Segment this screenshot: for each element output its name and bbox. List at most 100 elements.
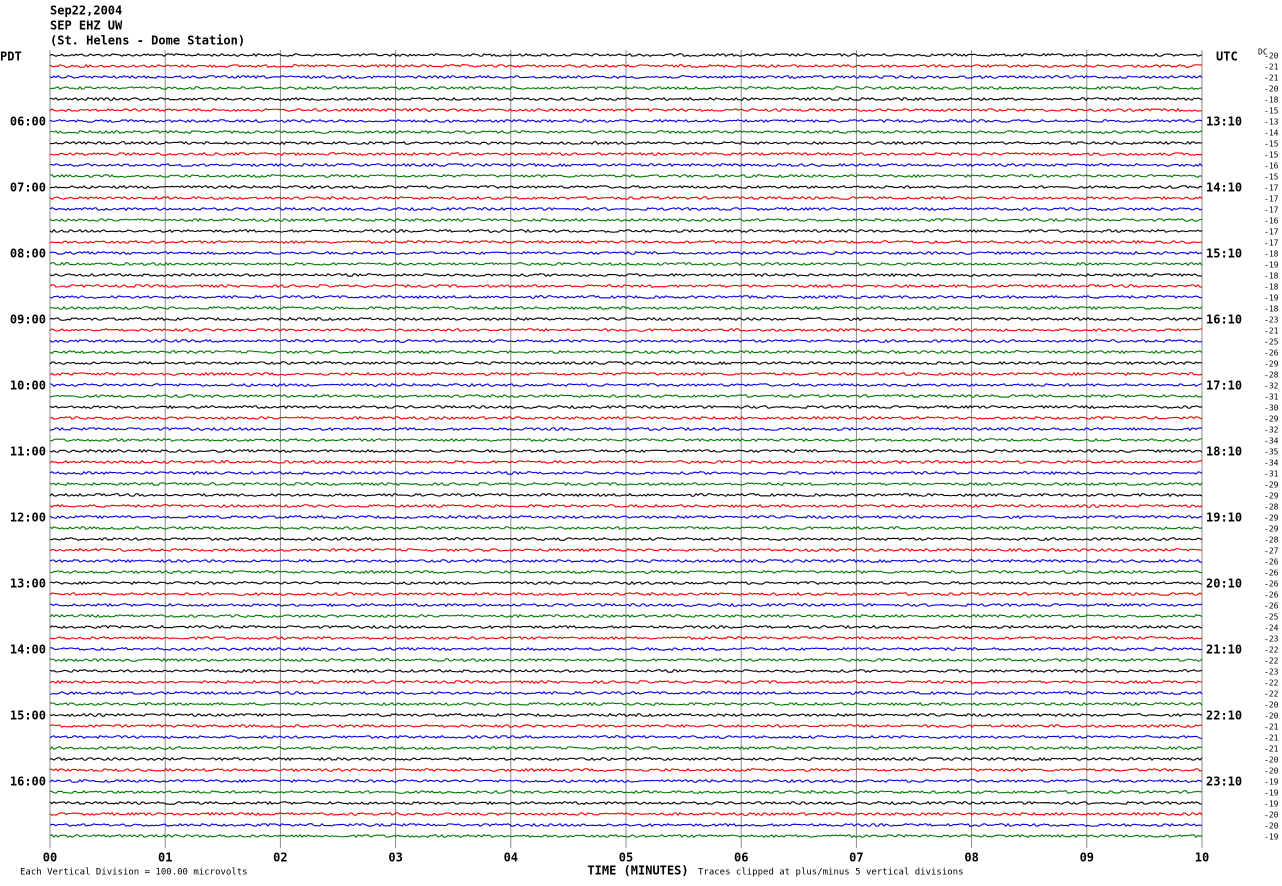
utc-time: 21:10 (1206, 643, 1242, 657)
utc-time: 18:10 (1206, 445, 1242, 459)
dc-offset: -13 (1264, 118, 1279, 127)
dc-offset: -31 (1264, 393, 1279, 402)
trace (49, 558, 1203, 564)
trace (49, 481, 1203, 487)
dc-offset: -26 (1264, 580, 1279, 589)
trace (49, 712, 1203, 718)
dc-offset: -21 (1264, 327, 1279, 336)
footer-right: Traces clipped at plus/minus 5 vertical … (698, 868, 964, 878)
trace (49, 349, 1203, 355)
trace (49, 668, 1203, 674)
trace (49, 635, 1203, 641)
trace (49, 184, 1203, 190)
dc-offset: -14 (1264, 129, 1279, 138)
dc-offset: -29 (1264, 492, 1279, 501)
dc-offset: -17 (1264, 239, 1279, 248)
dc-offset: -22 (1264, 679, 1279, 688)
dc-offset: -19 (1264, 294, 1279, 303)
trace (49, 151, 1203, 157)
trace (49, 723, 1203, 729)
utc-time: 15:10 (1206, 247, 1242, 261)
trace (49, 239, 1203, 245)
trace (49, 833, 1203, 839)
dc-offset: -22 (1264, 646, 1279, 655)
trace (49, 338, 1203, 344)
dc-offset: -32 (1264, 382, 1279, 391)
trace (49, 514, 1203, 520)
dc-offset: -30 (1264, 404, 1279, 413)
trace (49, 96, 1203, 102)
trace (49, 547, 1203, 553)
trace (49, 470, 1203, 476)
pdt-time: 09:00 (10, 313, 46, 327)
dc-offset: -21 (1264, 745, 1279, 754)
trace (49, 492, 1203, 498)
trace (49, 459, 1203, 465)
trace (49, 118, 1203, 124)
trace (49, 129, 1203, 135)
dc-offset: -28 (1264, 536, 1279, 545)
trace (49, 195, 1203, 201)
x-tick-label: 07 (849, 851, 863, 865)
dc-offset: -21 (1264, 734, 1279, 743)
dc-offset: -35 (1264, 448, 1279, 457)
trace (49, 217, 1203, 223)
dc-offset: -25 (1264, 613, 1279, 622)
trace (49, 162, 1203, 168)
pdt-time: 08:00 (10, 247, 46, 261)
dc-offset: -22 (1264, 690, 1279, 699)
trace (49, 305, 1203, 311)
dc-offset: -20 (1264, 712, 1279, 721)
trace (49, 371, 1203, 377)
dc-offset: -20 (1264, 767, 1279, 776)
utc-time: 23:10 (1206, 775, 1242, 789)
trace (49, 107, 1203, 113)
dc-offset: -23 (1264, 635, 1279, 644)
utc-time: 19:10 (1206, 511, 1242, 525)
dc-offset: -18 (1264, 283, 1279, 292)
header-line: Sep22,2004 (50, 4, 122, 18)
dc-offset: -26 (1264, 602, 1279, 611)
dc-offset: -34 (1264, 459, 1279, 468)
dc-header: DC (1258, 48, 1268, 57)
trace (49, 261, 1203, 267)
trace (49, 811, 1203, 817)
trace (49, 85, 1203, 91)
x-tick-label: 03 (388, 851, 402, 865)
dc-offset: -15 (1264, 173, 1279, 182)
header-line: (St. Helens - Dome Station) (50, 34, 245, 48)
dc-offset: -18 (1264, 250, 1279, 259)
trace (49, 657, 1203, 663)
trace (49, 415, 1203, 421)
dc-offset: -21 (1264, 63, 1279, 72)
trace (49, 690, 1203, 696)
dc-offset: -20 (1264, 52, 1279, 61)
trace (49, 404, 1203, 410)
dc-offset: -29 (1264, 360, 1279, 369)
x-tick-label: 00 (43, 851, 57, 865)
dc-offset: -29 (1264, 415, 1279, 424)
dc-offset: -17 (1264, 184, 1279, 193)
x-tick-label: 04 (504, 851, 518, 865)
dc-offset: -34 (1264, 437, 1279, 446)
dc-offset: -27 (1264, 547, 1279, 556)
dc-offset: -20 (1264, 85, 1279, 94)
trace (49, 250, 1203, 256)
dc-offset: -26 (1264, 349, 1279, 358)
traces (49, 52, 1203, 839)
trace (49, 613, 1203, 619)
utc-time: 17:10 (1206, 379, 1242, 393)
trace (49, 789, 1203, 795)
x-tick-label: 05 (619, 851, 633, 865)
right-label: UTC (1216, 50, 1238, 64)
trace (49, 822, 1203, 828)
pdt-time: 14:00 (10, 643, 46, 657)
trace (49, 316, 1203, 322)
dc-offset: -15 (1264, 151, 1279, 160)
dc-offset: -19 (1264, 778, 1279, 787)
dc-offset: -23 (1264, 316, 1279, 325)
trace (49, 173, 1203, 179)
x-tick-label: 10 (1195, 851, 1209, 865)
trace (49, 767, 1203, 773)
